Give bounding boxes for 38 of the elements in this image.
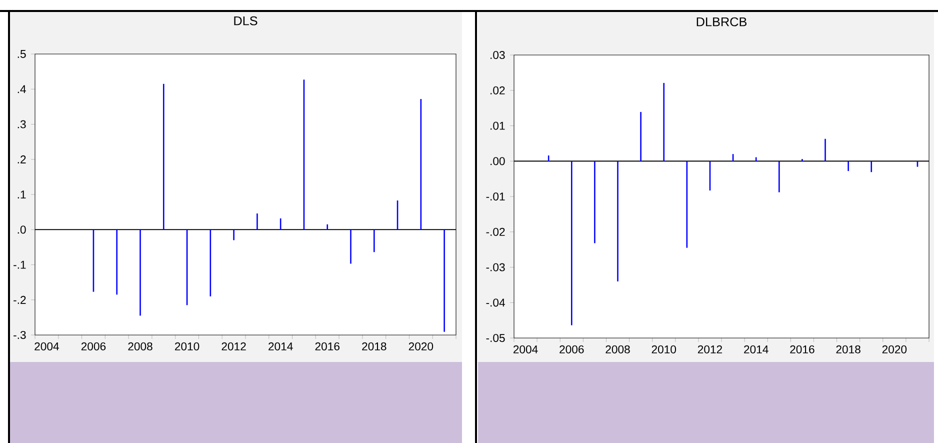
- x-tick-label: 2006: [81, 342, 106, 350]
- x-tick-label: 2010: [174, 342, 200, 350]
- x-tick-label: 2008: [606, 345, 630, 354]
- y-tick-label: .1: [18, 190, 26, 198]
- x-tick-label: 2006: [560, 345, 584, 354]
- x-tick-label: 2004: [513, 345, 538, 354]
- y-tick-label: .00: [490, 157, 505, 166]
- y-tick-label: -.1: [14, 260, 26, 269]
- x-tick-label: 2012: [222, 342, 246, 350]
- chart-title: DLS: [234, 16, 258, 26]
- y-tick-label: -.04: [486, 298, 505, 307]
- chart-title: DLBRCB: [696, 17, 747, 26]
- y-tick-label: .02: [490, 86, 505, 94]
- y-tick-label: -.03: [486, 263, 505, 272]
- x-tick-label: 2016: [315, 342, 340, 350]
- x-tick-label: 2004: [34, 342, 59, 350]
- y-tick-label: -.01: [486, 192, 505, 201]
- x-tick-label: 2014: [268, 342, 293, 350]
- y-tick-label: -.2: [14, 296, 26, 304]
- y-tick-label: -.3: [14, 330, 26, 340]
- x-tick-label: 2008: [128, 342, 152, 350]
- x-tick-label: 2020: [408, 342, 434, 350]
- y-tick-label: .03: [490, 51, 505, 60]
- y-tick-label: .3: [18, 120, 26, 128]
- x-tick-label: 2020: [882, 345, 907, 354]
- x-tick-label: 2010: [652, 345, 676, 354]
- x-tick-label: 2014: [744, 345, 768, 354]
- y-tick-label: .5: [18, 50, 26, 58]
- y-tick-label: -.02: [486, 228, 505, 236]
- y-tick-label: -.05: [486, 334, 505, 342]
- x-tick-label: 2012: [698, 345, 722, 354]
- y-tick-label: .0: [18, 226, 26, 234]
- y-tick-label: .2: [18, 155, 26, 164]
- x-tick-label: 2016: [790, 345, 814, 354]
- x-tick-label: 2018: [836, 345, 860, 354]
- x-tick-label: 2018: [362, 342, 386, 350]
- y-tick-label: .4: [18, 85, 26, 94]
- y-tick-label: .01: [490, 122, 505, 130]
